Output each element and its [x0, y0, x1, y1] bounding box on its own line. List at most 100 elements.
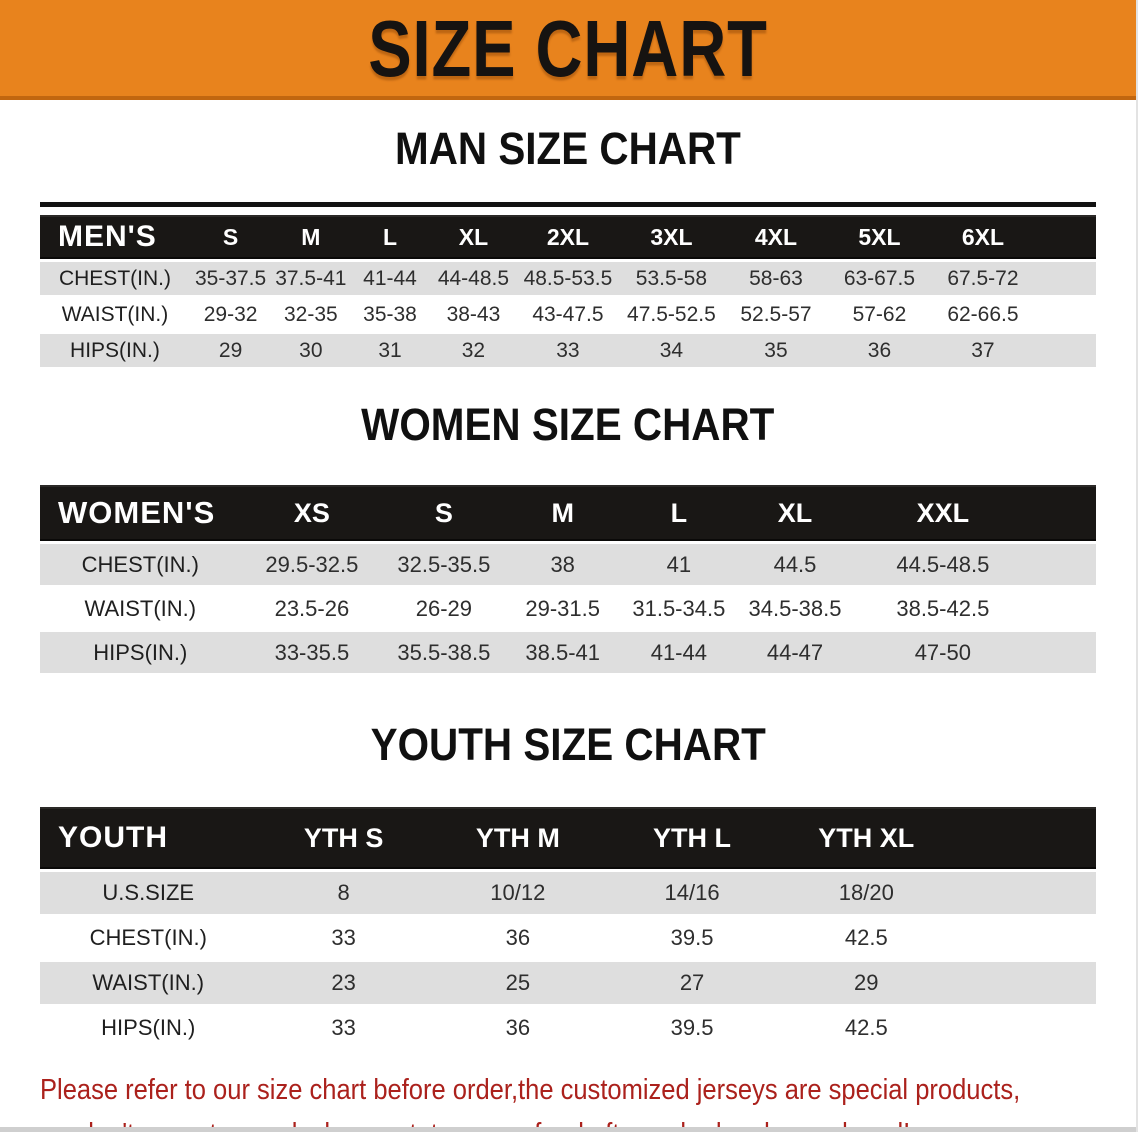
women-header-row: WOMEN'S XS S M L XL XXL	[40, 485, 1096, 541]
table-row: CHEST(IN.) 35-37.5 37.5-41 41-44 44-48.5 48.5…	[40, 262, 1096, 295]
table-row: WAIST(IN.) 29-32 32-35 35-38 38-43 43-47.5 47.…	[40, 298, 1096, 331]
disclaimer: Please refer to our size chart before or…	[40, 1068, 1136, 1132]
banner-title: SIZE CHART	[368, 3, 768, 93]
spacer-cell	[1032, 632, 1096, 673]
size-column-header: L	[350, 215, 430, 259]
spacer-cell	[953, 872, 1096, 914]
table-cell: 44-47	[736, 632, 854, 673]
table-row: HIPS(IN.) 29 30 31 32 33 34 35 36 37	[40, 334, 1096, 367]
men-header-row: MEN'S S M L XL 2XL 3XL 4XL 5XL 6XL	[40, 215, 1096, 259]
men-size-table-wrap: MEN'S S M L XL 2XL 3XL 4XL 5XL 6XL CHEST(IN.) 35-37…	[40, 202, 1096, 370]
table-cell: 38-43	[429, 298, 518, 331]
row-label: WAIST(IN.)	[40, 588, 241, 629]
size-column-header: 2XL	[517, 215, 619, 259]
bottom-edge-bar	[0, 1127, 1136, 1132]
table-cell: 63-67.5	[827, 262, 932, 295]
spacer-cell	[953, 1007, 1096, 1049]
size-column-header: 4XL	[724, 215, 828, 259]
table-cell: 34.5-38.5	[736, 588, 854, 629]
women-size-table: WOMEN'S XS S M L XL XXL CHEST(IN.) 29.5-32.5 32.5…	[40, 482, 1096, 676]
spacer-cell	[1034, 262, 1096, 295]
size-column-header: S	[189, 215, 272, 259]
table-cell: 41-44	[350, 262, 430, 295]
table-row: CHEST(IN.) 33 36 39.5 42.5	[40, 917, 1096, 959]
table-cell: 32.5-35.5	[383, 544, 505, 585]
table-cell: 32	[429, 334, 518, 367]
table-cell: 35.5-38.5	[383, 632, 505, 673]
row-label: HIPS(IN.)	[40, 632, 241, 673]
table-cell: 38.5-42.5	[853, 588, 1033, 629]
table-cell: 29	[189, 334, 272, 367]
youth-size-table-wrap: YOUTH YTH S YTH M YTH L YTH XL U.S.SIZE 8 10/12…	[40, 804, 1096, 1052]
table-cell: 38	[504, 544, 621, 585]
table-cell: 27	[604, 962, 780, 1004]
table-cell: 23	[256, 962, 431, 1004]
table-cell: 62-66.5	[931, 298, 1035, 331]
table-row: WAIST(IN.) 23 25 27 29	[40, 962, 1096, 1004]
spacer-cell	[953, 917, 1096, 959]
size-column-header: M	[271, 215, 351, 259]
size-column-header: YTH S	[256, 807, 431, 869]
table-cell: 29-31.5	[504, 588, 621, 629]
youth-header-row: YOUTH YTH S YTH M YTH L YTH XL	[40, 807, 1096, 869]
table-row: WAIST(IN.) 23.5-26 26-29 29-31.5 31.5-34.5 34…	[40, 588, 1096, 629]
table-cell: 33-35.5	[240, 632, 384, 673]
table-cell: 53.5-58	[618, 262, 725, 295]
table-cell: 25	[430, 962, 605, 1004]
table-cell: 30	[271, 334, 351, 367]
size-column-header: 5XL	[827, 215, 932, 259]
table-cell: 29-32	[189, 298, 272, 331]
table-cell: 29	[779, 962, 954, 1004]
table-cell: 39.5	[604, 1007, 780, 1049]
size-column-header: YTH M	[430, 807, 605, 869]
table-cell: 8	[256, 872, 431, 914]
table-cell: 37	[931, 334, 1035, 367]
table-cell: 10/12	[430, 872, 605, 914]
table-cell: 36	[827, 334, 932, 367]
heading-youth-size-chart: YOUTH SIZE CHART	[0, 719, 1136, 778]
row-label: WAIST(IN.)	[40, 962, 257, 1004]
table-cell: 33	[256, 917, 431, 959]
table-cell: 36	[430, 917, 605, 959]
size-column-header: XXL	[853, 485, 1033, 541]
row-label: CHEST(IN.)	[40, 917, 257, 959]
table-cell: 34	[618, 334, 725, 367]
row-label: HIPS(IN.)	[40, 1007, 257, 1049]
table-cell: 14/16	[604, 872, 780, 914]
table-cell: 33	[517, 334, 619, 367]
men-table-top-rule	[40, 202, 1096, 207]
table-cell: 41-44	[620, 632, 737, 673]
table-cell: 31.5-34.5	[620, 588, 737, 629]
row-label: CHEST(IN.)	[40, 262, 190, 295]
heading-man-text: MAN SIZE CHART	[395, 123, 741, 175]
size-column-header: 3XL	[618, 215, 725, 259]
table-cell: 26-29	[383, 588, 505, 629]
table-cell: 44.5-48.5	[853, 544, 1033, 585]
size-chart-banner: SIZE CHART	[0, 0, 1136, 100]
table-cell: 31	[350, 334, 430, 367]
table-cell: 38.5-41	[504, 632, 621, 673]
table-row: HIPS(IN.) 33-35.5 35.5-38.5 38.5-41 41-44 44-…	[40, 632, 1096, 673]
table-cell: 42.5	[779, 1007, 954, 1049]
youth-header-label: YOUTH	[40, 807, 257, 869]
size-column-header: YTH XL	[779, 807, 954, 869]
women-header-label: WOMEN'S	[40, 485, 241, 541]
size-column-header: XS	[240, 485, 384, 541]
men-header-label: MEN'S	[40, 215, 190, 259]
heading-youth-text: YOUTH SIZE CHART	[370, 719, 766, 771]
table-cell: 48.5-53.5	[517, 262, 619, 295]
spacer-cell	[1032, 588, 1096, 629]
size-column-header: L	[620, 485, 737, 541]
table-cell: 39.5	[604, 917, 780, 959]
row-label: CHEST(IN.)	[40, 544, 241, 585]
table-row: HIPS(IN.) 33 36 39.5 42.5	[40, 1007, 1096, 1049]
table-cell: 44.5	[736, 544, 854, 585]
table-cell: 32-35	[271, 298, 351, 331]
spacer-cell	[1034, 334, 1096, 367]
table-row: CHEST(IN.) 29.5-32.5 32.5-35.5 38 41 44.5 44.5…	[40, 544, 1096, 585]
youth-size-table: YOUTH YTH S YTH M YTH L YTH XL U.S.SIZE 8 10/12…	[40, 804, 1096, 1052]
heading-man-size-chart: MAN SIZE CHART	[0, 123, 1136, 182]
table-cell: 41	[620, 544, 737, 585]
size-column-header: S	[383, 485, 505, 541]
table-cell: 35-38	[350, 298, 430, 331]
